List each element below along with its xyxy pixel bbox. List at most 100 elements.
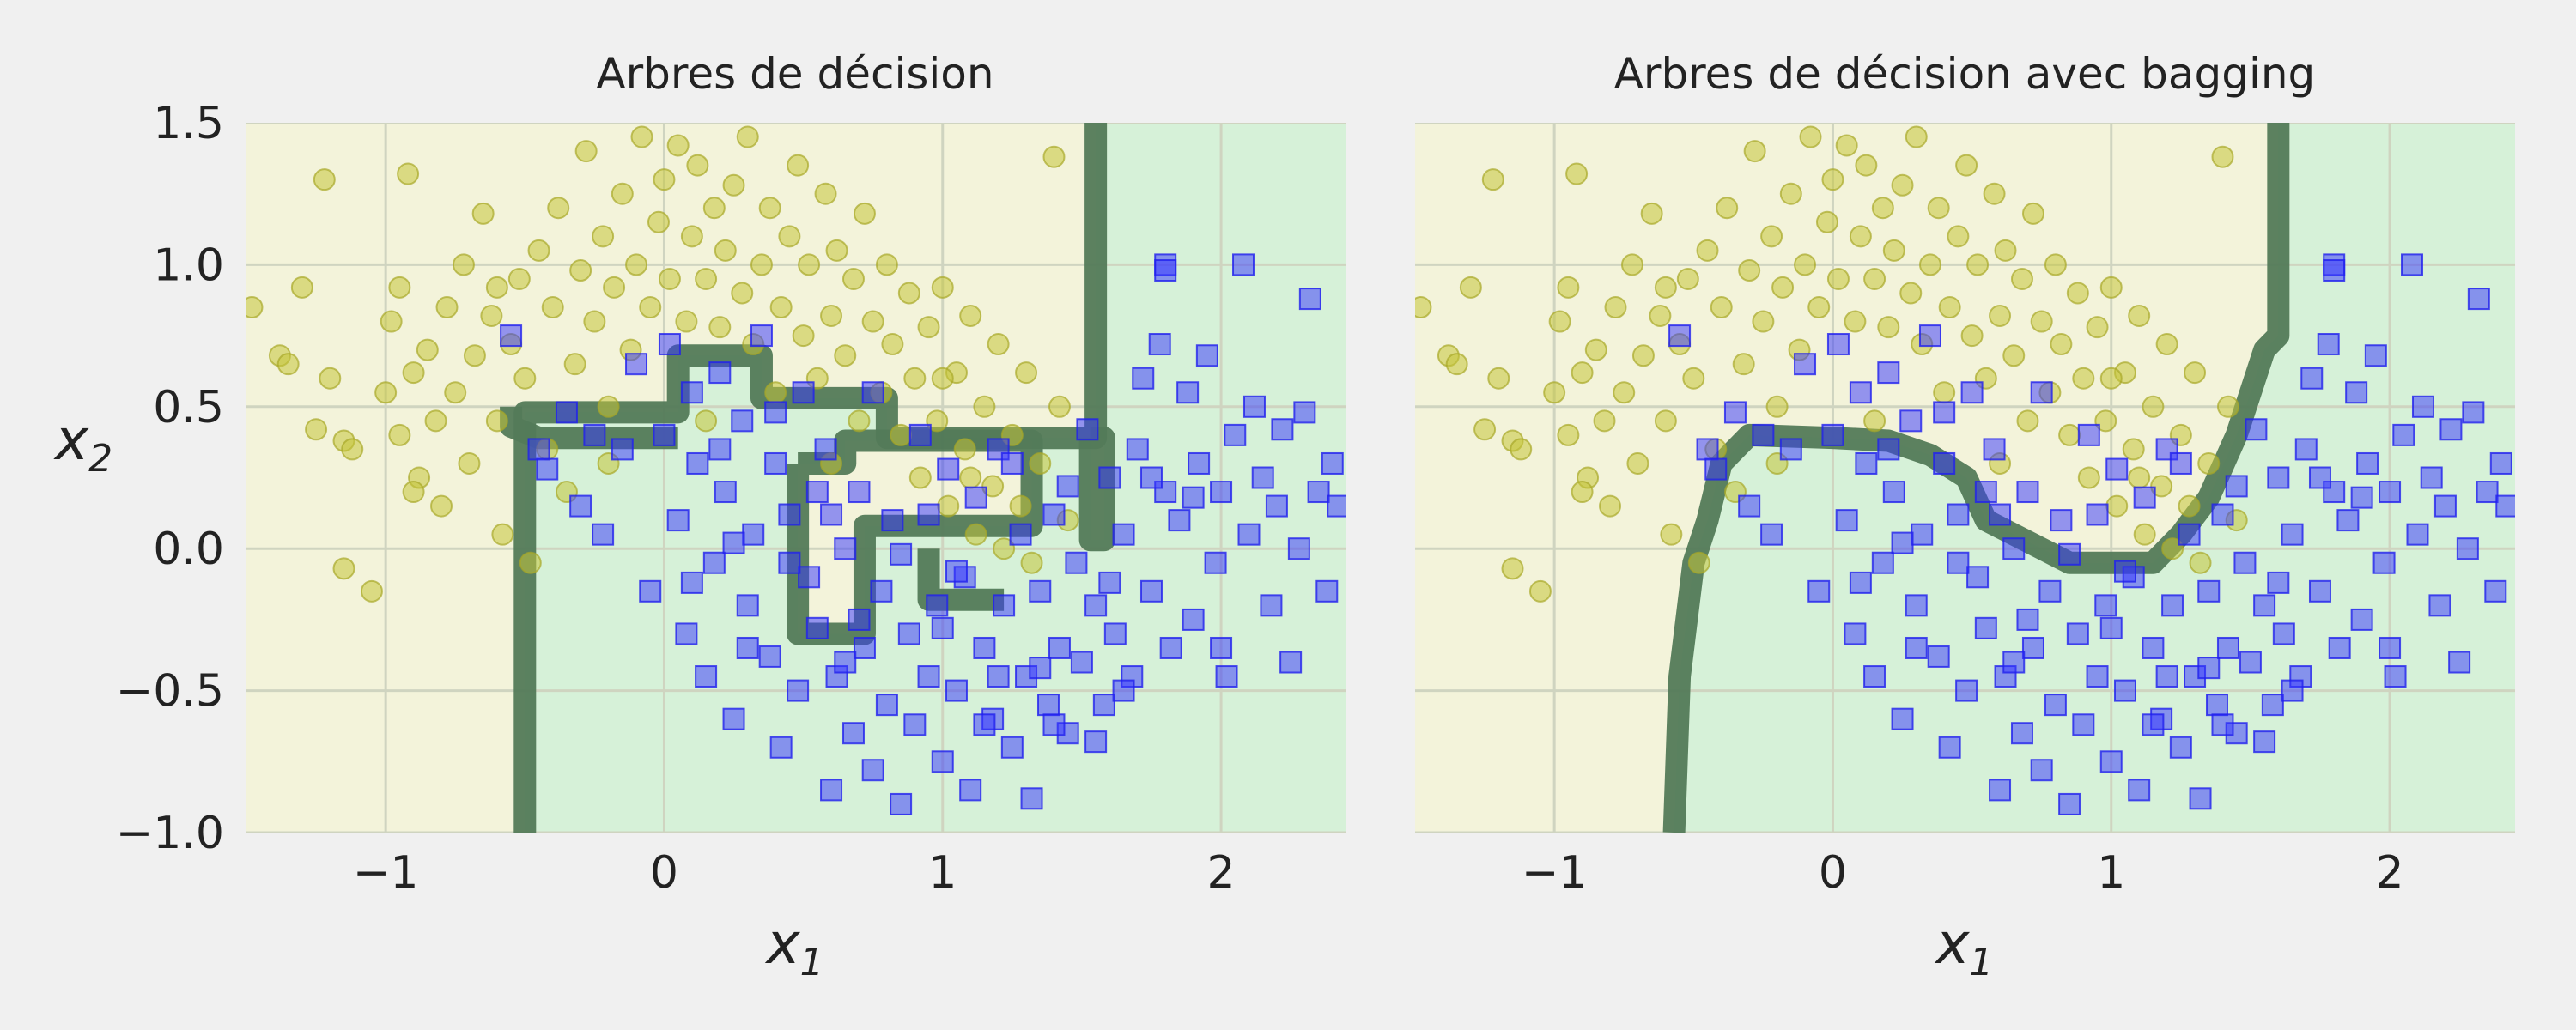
point-class-0 — [666, 134, 690, 157]
point-class-1 — [945, 560, 968, 583]
point-class-1 — [731, 409, 754, 433]
point-class-1 — [1668, 324, 1692, 348]
point-class-1 — [1947, 503, 1970, 526]
point-class-0 — [574, 140, 598, 163]
point-class-1 — [2350, 486, 2373, 509]
point-class-0 — [708, 316, 732, 339]
point-class-0 — [463, 344, 486, 367]
point-class-0 — [458, 451, 481, 475]
point-class-0 — [1599, 494, 1622, 518]
point-class-1 — [2086, 503, 2109, 526]
point-class-0 — [2099, 276, 2123, 299]
point-class-1 — [2211, 713, 2234, 736]
point-class-0 — [931, 367, 954, 390]
point-class-0 — [1029, 451, 1052, 475]
point-class-1 — [2211, 503, 2234, 526]
point-class-0 — [2094, 409, 2117, 433]
point-class-0 — [1710, 296, 1733, 319]
point-class-1 — [2155, 665, 2178, 688]
point-class-1 — [2336, 509, 2360, 532]
point-class-0 — [527, 239, 550, 262]
point-class-1 — [1065, 551, 1088, 574]
point-class-0 — [722, 173, 745, 197]
y-tick-label: −1.0 — [116, 808, 224, 859]
point-class-0 — [569, 259, 592, 282]
point-class-0 — [1604, 296, 1627, 319]
point-class-0 — [1584, 338, 1607, 361]
point-class-1 — [1112, 679, 1135, 702]
point-class-1 — [2016, 481, 2039, 504]
point-class-1 — [708, 361, 732, 385]
point-class-1 — [2050, 509, 2073, 532]
point-class-1 — [2364, 344, 2387, 367]
point-class-0 — [1899, 282, 1923, 305]
point-class-0 — [653, 168, 676, 191]
point-class-0 — [875, 253, 898, 276]
point-class-0 — [1983, 182, 2006, 205]
point-class-0 — [1835, 134, 1858, 157]
point-class-0 — [2050, 333, 2073, 356]
point-class-0 — [658, 267, 681, 290]
point-class-0 — [2099, 367, 2123, 390]
point-class-1 — [2467, 288, 2490, 311]
point-class-1 — [1696, 438, 1719, 461]
point-class-0 — [563, 353, 586, 376]
point-class-1 — [1327, 494, 1346, 518]
x-tick-label: 0 — [1819, 847, 1847, 899]
point-class-0 — [541, 296, 564, 319]
point-class-1 — [890, 792, 913, 815]
point-class-1 — [1307, 481, 1330, 504]
point-class-0 — [1009, 494, 1032, 518]
point-class-0 — [2077, 466, 2100, 489]
point-class-1 — [1899, 409, 1923, 433]
point-class-1 — [686, 451, 709, 475]
point-class-1 — [2379, 481, 2402, 504]
point-class-0 — [1571, 481, 1594, 504]
point-class-1 — [1947, 551, 1970, 574]
point-class-1 — [853, 636, 876, 659]
point-class-0 — [1765, 395, 1789, 418]
point-class-1 — [1779, 438, 1802, 461]
point-class-1 — [2384, 665, 2407, 688]
point-class-0 — [853, 202, 876, 225]
point-class-1 — [848, 481, 871, 504]
point-class-1 — [2484, 579, 2507, 603]
point-class-0 — [380, 310, 403, 333]
point-class-1 — [861, 381, 884, 404]
point-class-0 — [1863, 267, 1886, 290]
point-class-1 — [2105, 457, 2129, 481]
point-class-1 — [1989, 779, 2012, 802]
point-class-0 — [758, 197, 781, 220]
point-class-0 — [313, 168, 336, 191]
point-class-0 — [424, 409, 447, 433]
point-class-1 — [2462, 401, 2485, 424]
point-class-0 — [2128, 304, 2151, 327]
point-class-0 — [1807, 296, 1831, 319]
point-class-1 — [1182, 608, 1205, 631]
point-class-1 — [1251, 466, 1274, 489]
point-class-1 — [2216, 636, 2239, 659]
point-class-0 — [1918, 253, 1941, 276]
point-class-1 — [1036, 694, 1060, 717]
point-class-1 — [722, 707, 745, 730]
point-class-0 — [374, 381, 398, 404]
point-class-0 — [931, 276, 954, 299]
point-class-0 — [1743, 140, 1766, 163]
point-class-0 — [647, 210, 670, 233]
point-class-0 — [246, 296, 264, 319]
point-class-1 — [1242, 395, 1266, 418]
point-class-1 — [2038, 579, 2062, 603]
point-class-1 — [569, 494, 592, 518]
point-class-1 — [2456, 537, 2479, 560]
decision-boundary — [1078, 427, 1115, 552]
point-class-1 — [1176, 381, 1200, 404]
point-class-1 — [2058, 792, 2081, 815]
point-class-0 — [1015, 361, 1038, 385]
point-class-1 — [1188, 451, 1211, 475]
point-class-0 — [1528, 579, 1552, 603]
point-class-0 — [1877, 316, 1900, 339]
point-class-0 — [402, 481, 425, 504]
point-class-0 — [792, 324, 815, 348]
x-tick-label: 1 — [928, 847, 957, 899]
point-class-1 — [1844, 622, 1867, 645]
